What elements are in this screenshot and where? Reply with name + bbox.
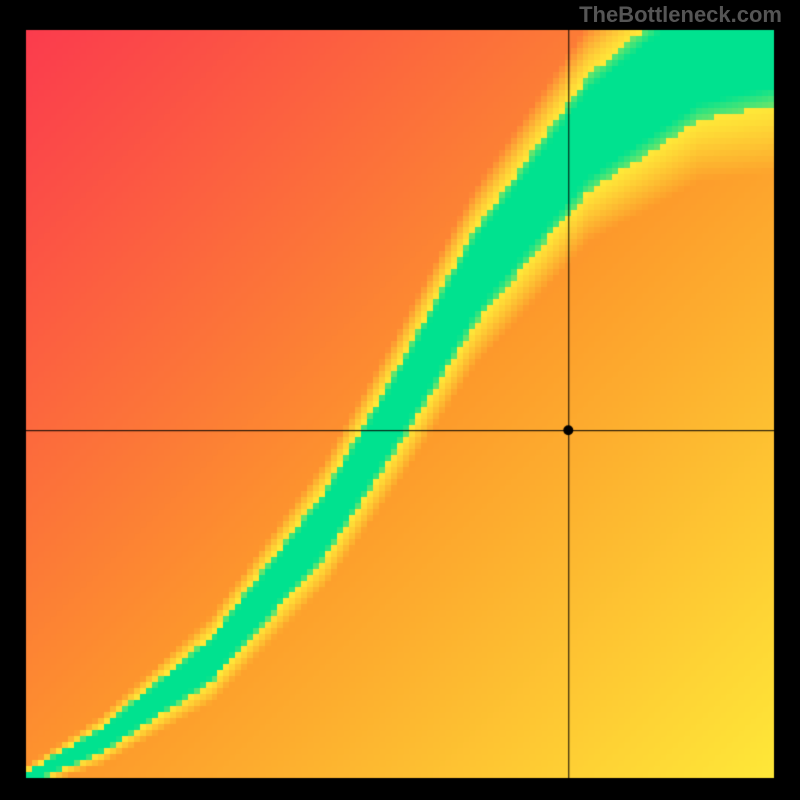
watermark-text: TheBottleneck.com — [579, 2, 782, 28]
heatmap-canvas — [0, 0, 800, 800]
chart-container: TheBottleneck.com — [0, 0, 800, 800]
